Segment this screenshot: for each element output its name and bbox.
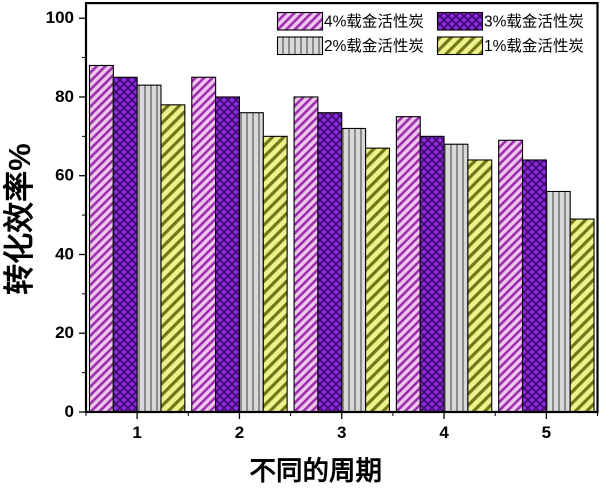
svg-text:0: 0 xyxy=(65,402,74,421)
svg-text:20: 20 xyxy=(55,323,74,342)
svg-text:4: 4 xyxy=(439,423,449,442)
svg-text:4%载金活性炭: 4%载金活性炭 xyxy=(324,13,424,31)
svg-text:100: 100 xyxy=(46,8,74,27)
svg-text:转化效率%: 转化效率% xyxy=(2,143,37,295)
svg-text:80: 80 xyxy=(55,87,74,106)
svg-text:3: 3 xyxy=(337,423,346,442)
svg-text:2: 2 xyxy=(235,423,244,442)
svg-text:1%载金活性炭: 1%载金活性炭 xyxy=(484,37,584,55)
svg-text:40: 40 xyxy=(55,244,74,263)
svg-text:1: 1 xyxy=(132,423,141,442)
svg-text:3%载金活性炭: 3%载金活性炭 xyxy=(484,13,584,31)
svg-text:5: 5 xyxy=(542,423,551,442)
svg-text:60: 60 xyxy=(55,166,74,185)
svg-text:不同的周期: 不同的周期 xyxy=(250,456,383,485)
svg-text:2%载金活性炭: 2%载金活性炭 xyxy=(324,37,424,55)
